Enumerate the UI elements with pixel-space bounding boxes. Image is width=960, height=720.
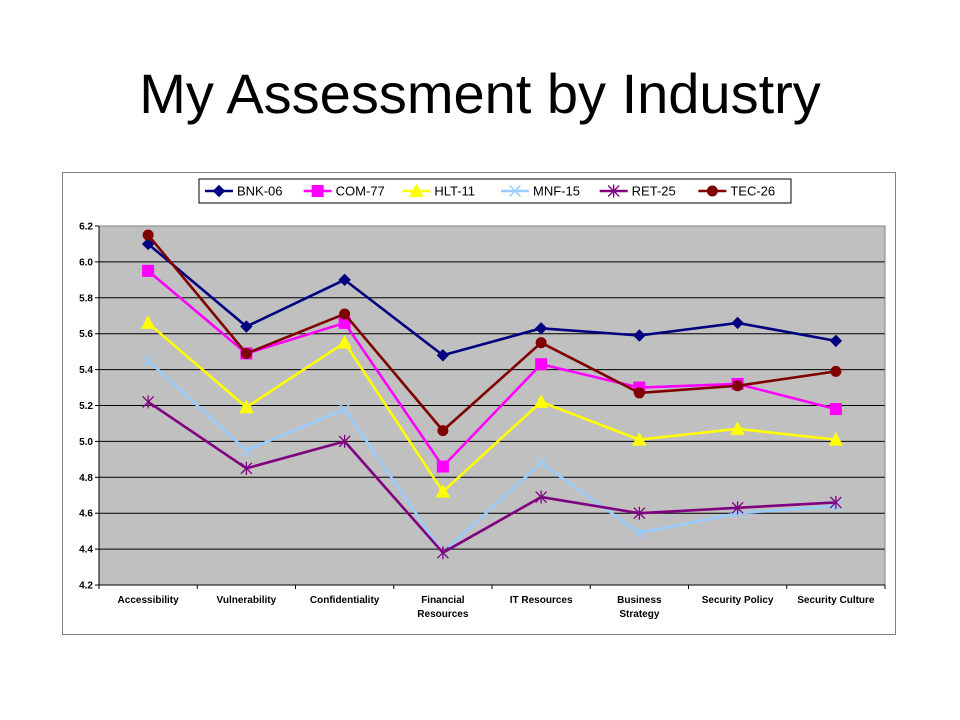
data-point xyxy=(240,461,253,475)
data-point xyxy=(142,229,154,241)
data-point xyxy=(436,460,449,473)
legend-label: TEC-26 xyxy=(730,184,775,199)
legend-item-tec-26: TEC-26 xyxy=(698,184,775,199)
x-tick-label: Accessibility xyxy=(118,595,180,606)
data-point xyxy=(240,347,252,359)
legend-label: BNK-06 xyxy=(237,184,283,199)
legend-item-mnf-15: MNF-15 xyxy=(501,184,580,199)
data-point xyxy=(212,184,226,198)
legend-label: MNF-15 xyxy=(533,184,580,199)
series-layer xyxy=(140,229,844,560)
y-tick-label: 4.8 xyxy=(79,473,93,484)
data-point xyxy=(141,237,155,251)
x-tick-label: Vulnerability xyxy=(217,595,277,606)
data-point xyxy=(607,184,620,198)
data-point xyxy=(830,365,842,377)
data-point xyxy=(142,354,155,367)
series-tec-26 xyxy=(142,229,842,437)
data-point xyxy=(731,501,744,515)
data-point xyxy=(240,320,253,333)
data-point xyxy=(633,506,646,520)
data-point xyxy=(508,184,522,198)
x-tick-label: Resources xyxy=(417,609,469,620)
data-point xyxy=(829,495,842,509)
data-point xyxy=(311,185,324,197)
series-hlt-11 xyxy=(140,315,844,498)
data-point xyxy=(338,434,351,448)
data-point xyxy=(339,308,351,320)
chart-area: BNK-06 COM-77 HLT-11 MNF-15 RET-25 TEC-26 4.2… xyxy=(62,172,896,635)
legend-label: RET-25 xyxy=(632,184,676,199)
data-point xyxy=(829,403,842,416)
data-point xyxy=(142,395,155,409)
y-tick-label: 5.2 xyxy=(79,401,93,412)
legend-item-bnk-06: BNK-06 xyxy=(205,184,283,199)
legend-item-hlt-11: HLT-11 xyxy=(402,183,475,199)
x-tick-label: Confidentiality xyxy=(310,595,380,606)
data-point xyxy=(437,425,449,437)
y-tick-label: 6.2 xyxy=(79,222,93,233)
data-point xyxy=(408,183,424,197)
data-point xyxy=(633,387,645,399)
data-point xyxy=(239,399,254,414)
line-chart: BNK-06 COM-77 HLT-11 MNF-15 RET-25 TEC-26 4.2… xyxy=(79,178,886,620)
legend-item-com-77: COM-77 xyxy=(303,184,385,199)
data-point xyxy=(436,349,450,362)
y-tick-label: 4.2 xyxy=(79,581,93,592)
y-tick-label: 5.0 xyxy=(79,437,93,448)
slide-title: My Assessment by Industry xyxy=(139,62,821,125)
data-point xyxy=(633,329,646,342)
data-point xyxy=(533,394,549,408)
axes: 4.2 4.4 4.6 4.8 5.0 5.2 5.4 5.6 5.8 6.0 6.2 Accessi… xyxy=(79,222,886,620)
data-point xyxy=(535,337,547,349)
x-tick-label: Business xyxy=(617,595,662,606)
series-line xyxy=(147,269,837,468)
legend: BNK-06 COM-77 HLT-11 MNF-15 RET-25 TEC-26 xyxy=(198,178,792,204)
data-point xyxy=(240,444,253,457)
data-point xyxy=(828,432,844,446)
y-tick-label: 5.4 xyxy=(79,365,93,376)
data-point xyxy=(829,334,843,348)
data-point xyxy=(140,315,156,329)
y-tick-label: 4.4 xyxy=(79,545,93,556)
series-line xyxy=(147,400,836,554)
y-tick-label: 4.6 xyxy=(79,509,93,520)
legend-label: HLT-11 xyxy=(434,184,475,199)
data-point xyxy=(535,358,548,371)
legend-item-ret-25: RET-25 xyxy=(599,184,676,199)
data-point xyxy=(535,456,548,469)
data-point xyxy=(706,185,718,197)
x-tick-label: Security Culture xyxy=(797,595,875,606)
data-point xyxy=(338,403,351,416)
data-point xyxy=(436,546,449,560)
series-ret-25 xyxy=(142,395,842,560)
x-tick-label: Strategy xyxy=(619,609,659,620)
data-point xyxy=(337,335,352,349)
y-tick-label: 6.0 xyxy=(79,257,93,268)
series-bnk-06 xyxy=(141,237,843,362)
data-point xyxy=(730,421,745,435)
y-tick-label: 5.6 xyxy=(79,329,93,340)
y-tick-label: 5.8 xyxy=(79,293,93,304)
x-tick-label: Financial xyxy=(421,595,465,606)
data-point xyxy=(632,432,647,446)
data-point xyxy=(732,380,744,392)
data-point xyxy=(534,322,548,335)
data-point xyxy=(338,273,351,287)
x-tick-label: IT Resources xyxy=(510,595,573,606)
x-tick-label: Security Policy xyxy=(702,595,774,606)
legend-box xyxy=(198,178,792,204)
data-point xyxy=(633,526,646,539)
series-line xyxy=(147,359,836,554)
series-line xyxy=(147,321,837,493)
data-point xyxy=(535,490,548,504)
data-point xyxy=(731,316,744,330)
series-line xyxy=(147,242,837,357)
data-point xyxy=(435,484,451,498)
series-line xyxy=(147,234,837,432)
legend-label: COM-77 xyxy=(336,184,385,199)
data-point xyxy=(142,264,155,277)
